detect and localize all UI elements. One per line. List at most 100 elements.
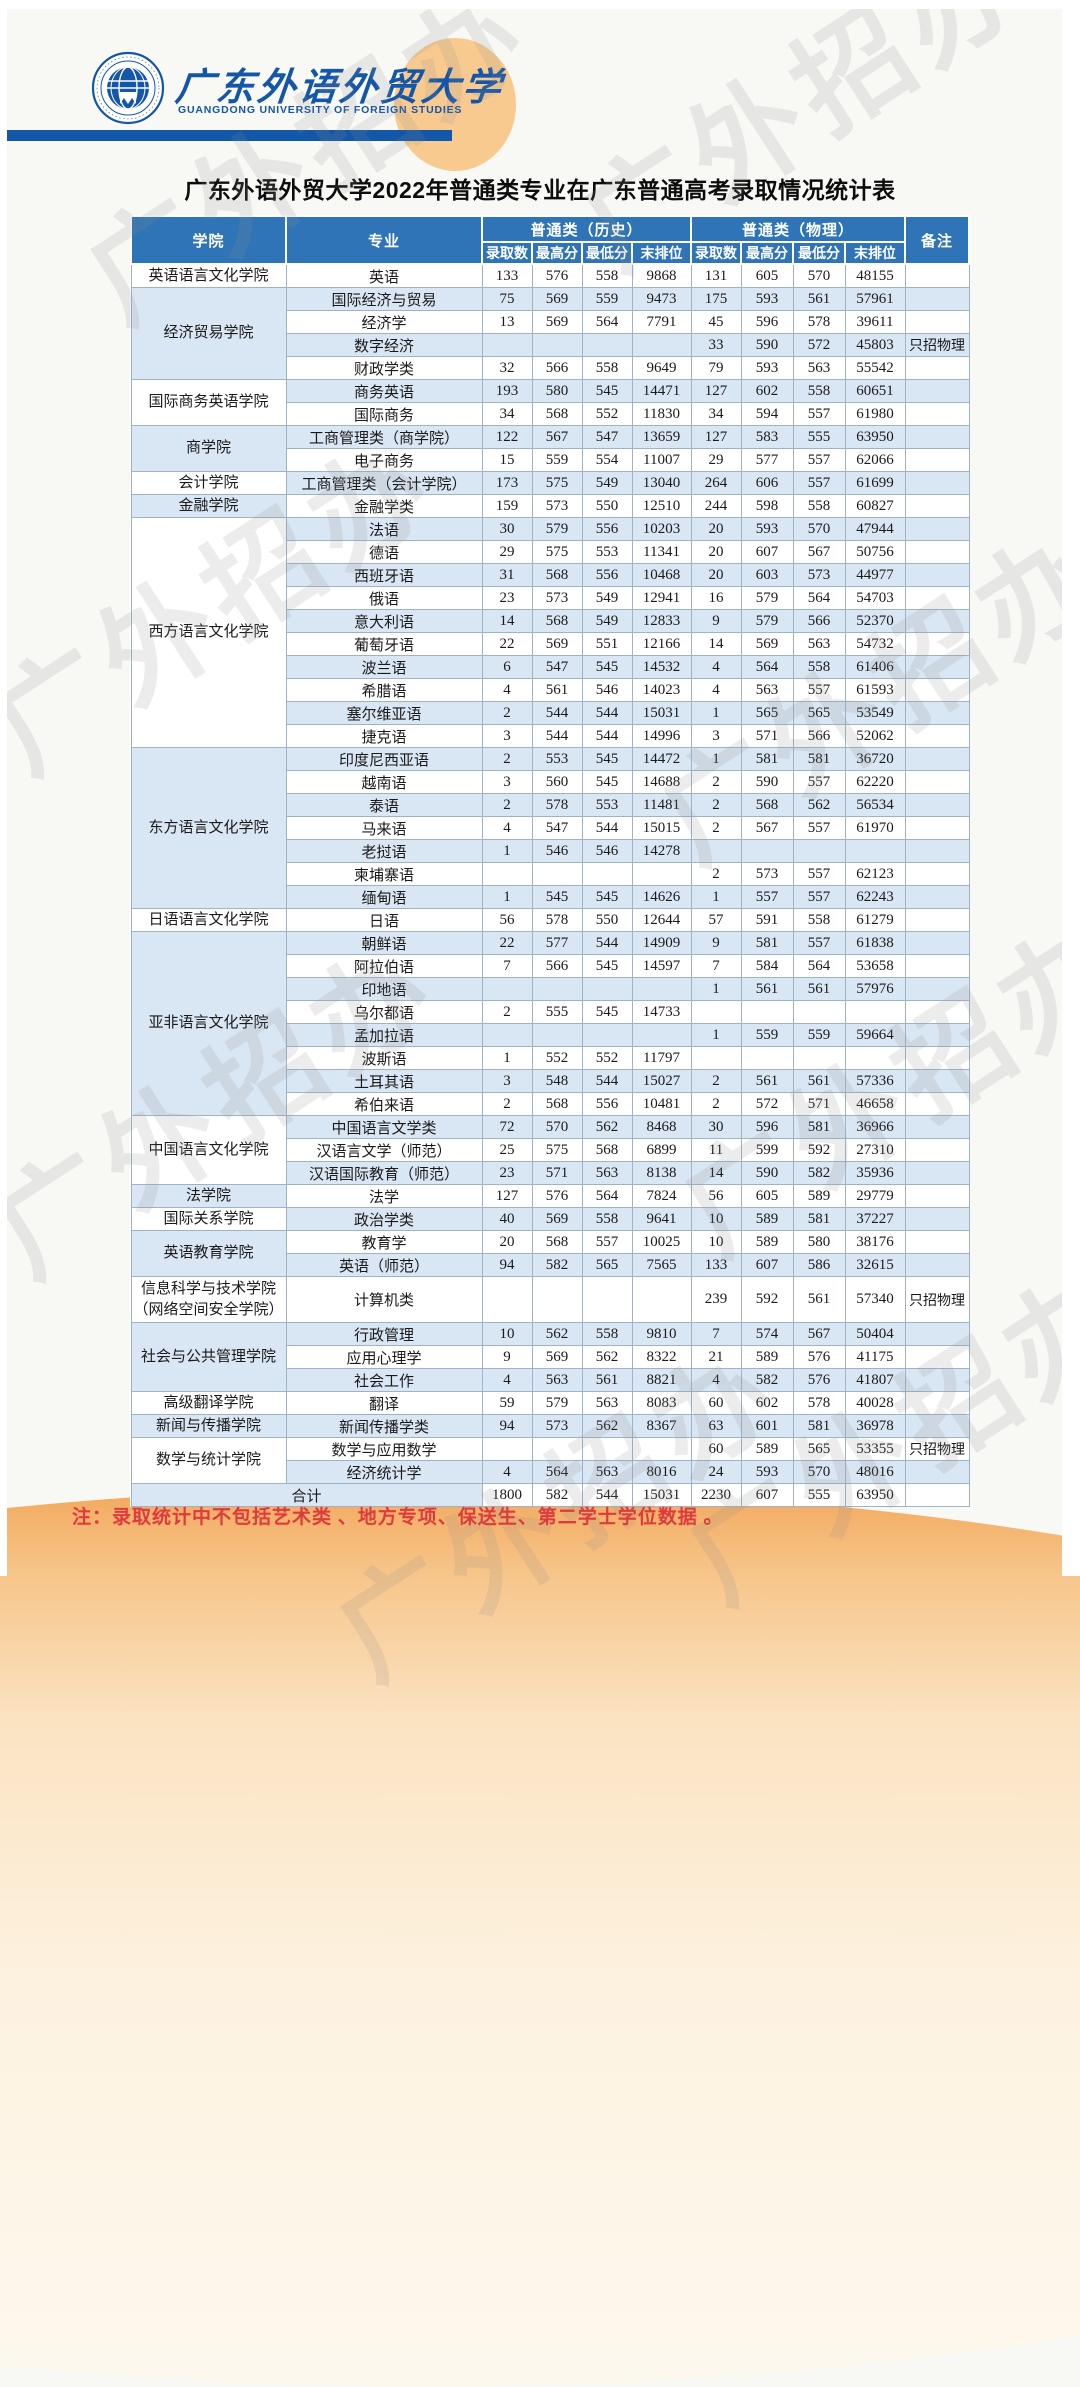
major-cell: 波兰语 <box>285 655 483 679</box>
stat-cell <box>531 333 583 357</box>
remark-cell <box>904 263 970 288</box>
stat-cell <box>581 1437 633 1461</box>
remark-cell <box>904 310 970 334</box>
stat-cell: 55542 <box>844 356 906 380</box>
stat-cell: 4 <box>481 1460 533 1484</box>
stat-cell: 593 <box>740 1460 794 1484</box>
stat-cell: 589 <box>740 1437 794 1461</box>
page-title: 广东外语外贸大学2022年普通类专业在广东普通高考录取情况统计表 <box>184 177 896 203</box>
major-cell: 印度尼西亚语 <box>285 747 483 771</box>
stat-cell: 581 <box>740 747 794 771</box>
stat-cell: 580 <box>531 379 583 403</box>
stat-cell: 547 <box>531 816 583 840</box>
table-row: 电子商务 15 559 554 11007 29 577 557 62066 <box>131 448 970 472</box>
remark-cell <box>904 885 970 909</box>
stat-cell: 31 <box>481 563 533 587</box>
stat-cell: 592 <box>792 1138 846 1162</box>
stat-cell: 559 <box>792 1023 846 1047</box>
column-header: 普通类（物理） <box>690 215 907 243</box>
stat-cell: 544 <box>531 701 583 725</box>
stat-cell: 9 <box>690 931 742 955</box>
stat-cell: 582 <box>531 1253 583 1277</box>
stat-cell: 8138 <box>631 1161 692 1185</box>
stat-cell: 575 <box>531 540 583 564</box>
stat-cell: 602 <box>740 379 794 403</box>
remark-cell <box>904 908 970 932</box>
stat-cell: 239 <box>690 1276 742 1323</box>
stat-cell: 580 <box>792 1230 846 1254</box>
remark-cell <box>904 1483 970 1507</box>
stat-cell: 15015 <box>631 816 692 840</box>
stat-cell: 7 <box>690 954 742 978</box>
stat-cell: 581 <box>792 1414 846 1438</box>
stat-cell: 35936 <box>844 1161 906 1185</box>
stat-cell: 193 <box>481 379 533 403</box>
stat-cell: 61838 <box>844 931 906 955</box>
stat-cell: 15031 <box>631 701 692 725</box>
stat-cell: 7824 <box>631 1184 692 1208</box>
page-margin-right <box>1062 0 1080 1576</box>
remark-cell <box>904 1000 970 1024</box>
stat-cell: 47944 <box>844 517 906 541</box>
stat-cell: 581 <box>792 1207 846 1231</box>
stat-cell <box>481 977 533 1001</box>
stat-cell <box>481 1276 533 1323</box>
table-row: 德语 29 575 553 11341 20 607 567 50756 <box>131 540 970 564</box>
stat-cell: 569 <box>531 1207 583 1231</box>
remark-cell <box>904 448 970 472</box>
column-header: 专业 <box>285 215 483 265</box>
college-cell: 数学与统计学院 <box>130 1437 287 1484</box>
remark-cell <box>904 724 970 748</box>
header-rule <box>0 130 452 141</box>
stat-cell: 29 <box>690 448 742 472</box>
remark-cell <box>904 1046 970 1070</box>
stat-cell: 61970 <box>844 816 906 840</box>
major-cell: 法学 <box>285 1184 483 1208</box>
stat-cell: 575 <box>531 1138 583 1162</box>
stat-cell: 34 <box>690 402 742 426</box>
remark-cell <box>904 1069 970 1093</box>
stat-cell: 131 <box>690 263 742 288</box>
stat-cell <box>631 977 692 1001</box>
major-cell: 工商管理类（会计学院） <box>285 471 483 495</box>
stat-cell: 566 <box>792 609 846 633</box>
stat-cell: 1 <box>690 885 742 909</box>
stat-cell: 546 <box>581 839 633 863</box>
college-cell: 亚非语言文化学院 <box>130 931 287 1116</box>
table-row: 乌尔都语 2 555 545 14733 <box>131 1000 970 1024</box>
stat-cell: 60827 <box>844 494 906 518</box>
remark-cell <box>904 609 970 633</box>
stat-cell: 549 <box>581 609 633 633</box>
stat-cell: 7565 <box>631 1253 692 1277</box>
stat-cell: 561 <box>792 977 846 1001</box>
stat-cell: 94 <box>481 1414 533 1438</box>
remark-cell <box>904 954 970 978</box>
stat-cell <box>531 862 583 886</box>
stat-cell: 574 <box>740 1322 794 1346</box>
remark-cell <box>904 494 970 518</box>
stat-cell: 10025 <box>631 1230 692 1254</box>
stat-cell: 52062 <box>844 724 906 748</box>
table-row: 塞尔维亚语 2 544 544 15031 1 565 565 53549 <box>131 701 970 725</box>
stat-cell <box>581 977 633 1001</box>
stat-cell: 548 <box>531 1069 583 1093</box>
remark-cell <box>904 402 970 426</box>
remark-cell <box>904 1414 970 1438</box>
stat-cell: 14733 <box>631 1000 692 1024</box>
stat-cell: 3 <box>481 724 533 748</box>
stat-cell: 596 <box>740 1115 794 1139</box>
remark-cell <box>904 1345 970 1369</box>
stat-cell: 11007 <box>631 448 692 472</box>
stat-cell: 549 <box>581 586 633 610</box>
stat-cell: 62243 <box>844 885 906 909</box>
table-row: 阿拉伯语 7 566 545 14597 7 584 564 53658 <box>131 954 970 978</box>
stat-cell: 557 <box>740 885 794 909</box>
stat-cell: 544 <box>581 701 633 725</box>
stat-cell: 38176 <box>844 1230 906 1254</box>
stat-cell: 11481 <box>631 793 692 817</box>
stat-cell: 545 <box>531 885 583 909</box>
stat-cell: 564 <box>531 1460 583 1484</box>
stat-cell: 14 <box>690 632 742 656</box>
stat-cell: 29779 <box>844 1184 906 1208</box>
stat-cell: 568 <box>581 1138 633 1162</box>
